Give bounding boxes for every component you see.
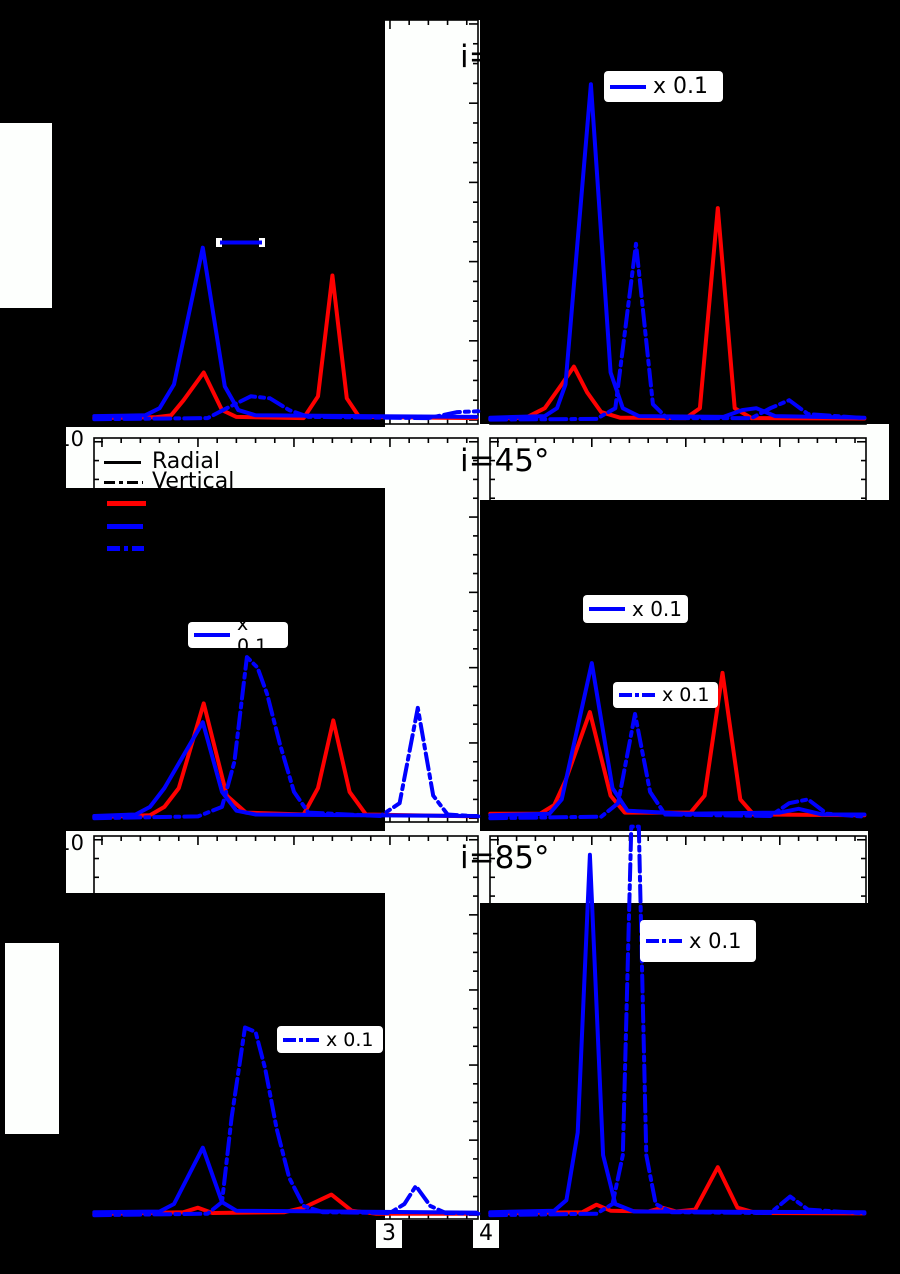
- blue-dashdot-line-icon: [646, 939, 682, 943]
- scale-legend-mid-right-dashdot: x 0.1: [613, 682, 718, 708]
- legend-radial-line-swatch: [104, 461, 141, 464]
- scale-legend-bottom-right: x 0.1: [640, 920, 756, 962]
- blue-solid-line-icon: [589, 607, 625, 611]
- scale-legend-label: x 0.1: [326, 1028, 374, 1051]
- ytick-label-10-mid: 10: [57, 427, 84, 451]
- legend-blue-solid-swatch: [107, 524, 143, 529]
- scale-legend-label: x 0.1: [662, 684, 710, 706]
- scale-legend-mid-left: x 0.1: [188, 613, 288, 657]
- scale-legend-label: x 0.1: [689, 929, 742, 953]
- xtick-label-3: 3: [382, 1221, 396, 1246]
- white-patch-xtick3: [376, 1220, 402, 1248]
- legend-vertical-line-swatch: [104, 481, 143, 484]
- legend-blue-dashdot-swatch: [107, 546, 144, 551]
- legend-frame-fleck-left: [216, 238, 222, 247]
- blue-solid-line-icon: [610, 84, 646, 89]
- white-patch-midrow-left: [66, 427, 385, 488]
- scale-legend-label: x 0.1: [632, 597, 682, 621]
- legend-radial-label: Radial: [152, 449, 220, 474]
- xtick-label-4: 4: [479, 1221, 493, 1246]
- white-patch-ylabel-top: [0, 123, 52, 308]
- scale-legend-label: x 0.1: [653, 74, 708, 99]
- ytick-label-10-bottom: 10: [57, 831, 84, 855]
- row-title-mid: i=45°: [460, 443, 550, 479]
- scale-legend-mid-right-solid: x 0.1: [583, 595, 688, 623]
- white-patch-xtick4: [473, 1220, 499, 1248]
- white-patch-bottomrow-right: [478, 831, 868, 903]
- legend-vertical-label: Vertical: [152, 469, 235, 494]
- blue-dashdot-line-icon: [619, 693, 655, 697]
- row-title-top: i=5°: [460, 39, 530, 75]
- scale-legend-top-right: x 0.1: [604, 71, 723, 102]
- white-patch-ylabel-bottom: [5, 943, 59, 1134]
- white-patch-midrow-right: [478, 424, 889, 500]
- white-patch-bottomrow-left: [66, 831, 385, 893]
- blue-solid-line-icon: [194, 633, 230, 637]
- scale-legend-label: x 0.1: [237, 613, 268, 657]
- blue-dashdot-line-icon: [283, 1037, 319, 1042]
- white-patch-center-strip: [385, 20, 480, 1220]
- scale-legend-bottom-left: x 0.1: [277, 1026, 383, 1053]
- legend-red-solid-swatch: [107, 501, 146, 506]
- row-title-bottom: i=85°: [460, 840, 550, 876]
